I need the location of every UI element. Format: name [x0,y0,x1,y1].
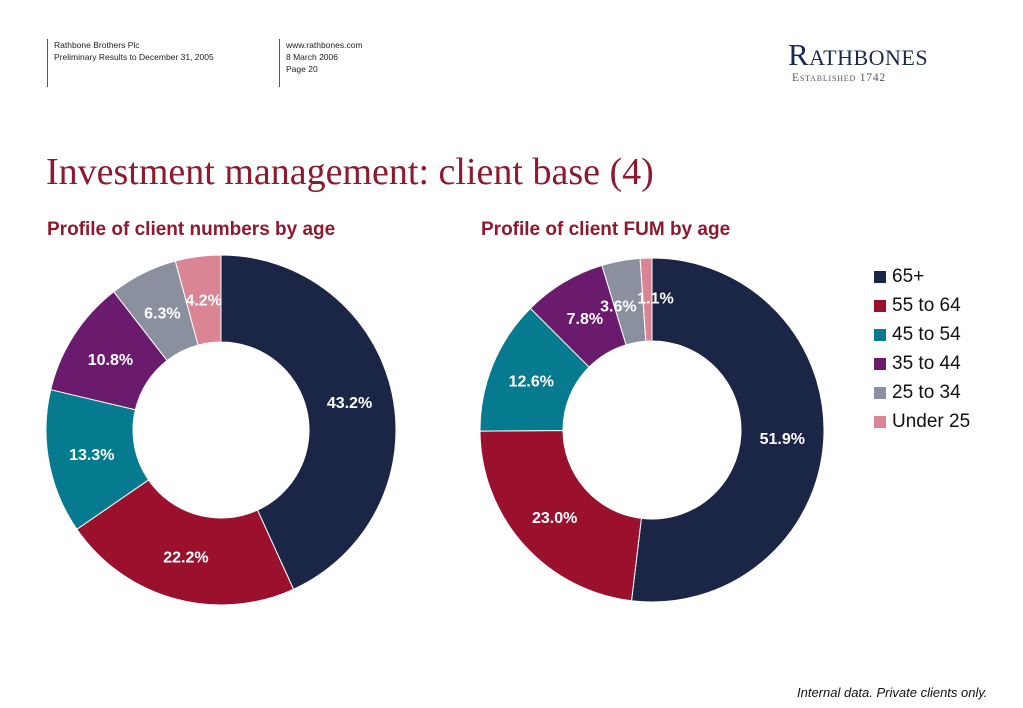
donut2-data-label: 1.1% [637,291,673,308]
legend-swatch [874,357,886,370]
page-number: Page 20 [286,64,318,74]
header-left: Rathbone Brothers Plc Preliminary Result… [47,39,274,87]
legend-item-55-64: 55 to 64 [874,291,970,320]
donut1-data-label: 4.2% [185,293,221,310]
report-name: Preliminary Results to December 31, 2005 [54,52,214,62]
donut2-slice-65- [630,257,825,603]
donut1-slice-65- [220,254,397,590]
chart-title-client-numbers: Profile of client numbers by age [47,219,336,240]
donut1-slice-55-to-64 [76,479,295,606]
report-date: 8 March 2006 [286,52,338,62]
legend-label: 45 to 54 [892,323,961,345]
donut1-data-label: 10.8% [88,352,133,369]
donut1-data-label: 13.3% [69,447,114,464]
legend-item-35-44: 35 to 44 [874,349,970,378]
donut1-data-label: 6.3% [144,305,180,322]
donut2-data-label: 7.8% [567,311,603,328]
website-link[interactable]: www.rathbones.com [286,40,363,50]
donut1-data-label: 43.2% [327,395,372,412]
legend-swatch [874,299,886,312]
legend-label: 65+ [892,265,925,287]
header-right: www.rathbones.com 8 March 2006 Page 20 [279,39,486,87]
logo-name: Rathbones [788,37,929,72]
legend-item-45-54: 45 to 54 [874,320,970,349]
legend-item-25-34: 25 to 34 [874,378,970,407]
donut1-data-label: 22.2% [163,550,208,567]
donut2-data-label: 12.6% [509,373,554,390]
donut2-data-label: 3.6% [600,299,636,316]
legend-label: Under 25 [892,410,971,432]
legend-item-65plus: 65+ [874,262,970,291]
page-title: Investment management: client base (4) [46,151,654,193]
legend-swatch [874,386,886,399]
donut2-data-label: 23.0% [532,510,577,527]
legend-swatch [874,415,886,428]
rathbones-logo: Rathbones Established 1742 [788,37,929,85]
company-name: Rathbone Brothers Plc [54,40,140,50]
footnote: Internal data. Private clients only. [797,685,988,700]
donut1-slice-under-25 [174,254,222,346]
donut2-data-label: 51.9% [760,431,805,448]
donut2-slice-55-to-64 [479,430,642,602]
legend-label: 25 to 34 [892,381,961,403]
legend-label: 55 to 64 [892,294,961,316]
chart-title-client-fum: Profile of client FUM by age [481,219,731,240]
legend-swatch [874,328,886,341]
logo-established: Established 1742 [792,72,886,84]
donut2-slice-under-25 [639,257,653,342]
legend: 65+ 55 to 64 45 to 54 35 to 44 25 to 34 … [874,262,970,436]
legend-swatch [874,270,886,283]
legend-item-under-25: Under 25 [874,407,970,436]
legend-label: 35 to 44 [892,352,961,374]
